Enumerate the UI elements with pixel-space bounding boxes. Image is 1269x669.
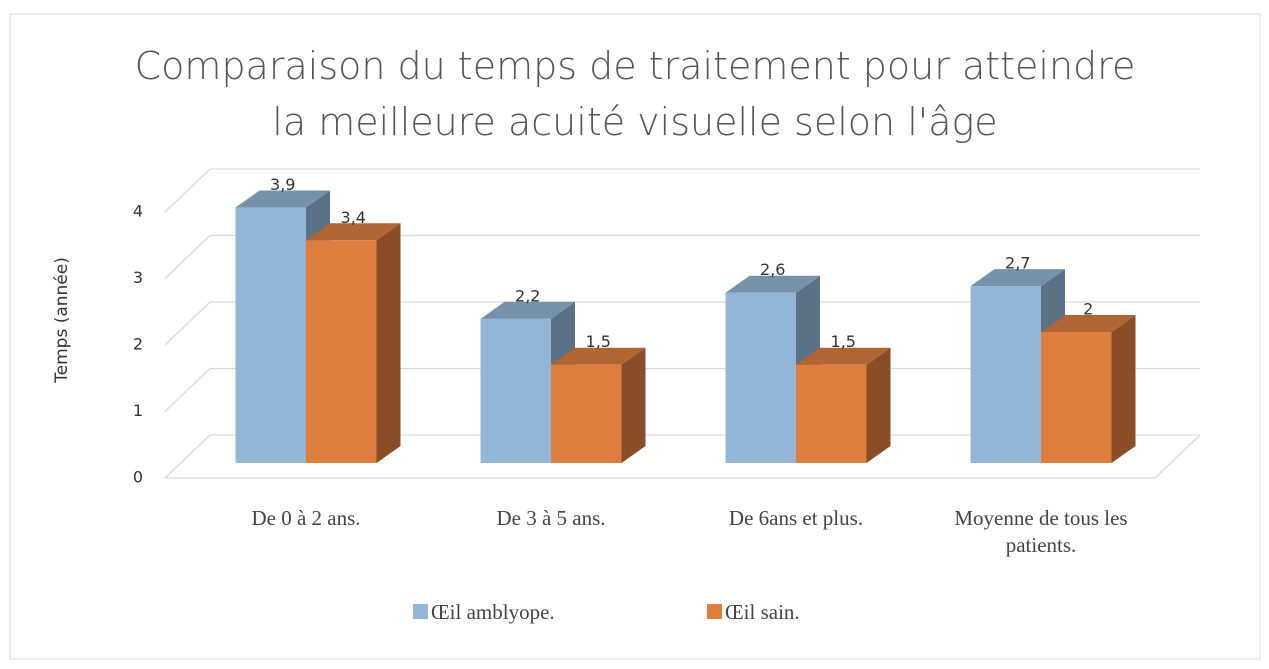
- bar-top: [551, 347, 646, 365]
- floor-edge: [165, 434, 1201, 479]
- bar-top: [306, 223, 401, 241]
- y-tick-label: 2: [133, 335, 143, 354]
- bar: [306, 223, 401, 463]
- value-label: 2: [1083, 299, 1093, 318]
- bar-face: [725, 292, 796, 463]
- grid-line: [164, 301, 1200, 346]
- legend-label: Œil sain.: [725, 600, 800, 624]
- bar-top: [480, 301, 575, 319]
- bar: [796, 347, 891, 463]
- bar-face: [235, 207, 306, 463]
- legend-label: Œil amblyope.: [431, 600, 555, 624]
- x-tick-label: De 6ans et plus.: [728, 506, 864, 530]
- bar-face: [480, 318, 551, 463]
- y-tick-label: 4: [133, 202, 143, 221]
- x-tick-label: De 3 à 5 ans.: [496, 506, 606, 530]
- value-label: 3,9: [270, 175, 295, 194]
- chart-border: [9, 13, 1261, 660]
- value-label: 2,7: [1005, 254, 1030, 273]
- value-label: 2,6: [760, 260, 785, 279]
- bar-top: [235, 190, 330, 208]
- bar-side: [621, 347, 646, 463]
- bar: [1041, 314, 1136, 463]
- value-label: 1,5: [831, 332, 856, 351]
- x-tick-label: Moyenne de tous les patients.: [954, 506, 1128, 557]
- bar-top: [970, 269, 1065, 287]
- bar-top: [1041, 314, 1136, 332]
- bar-face: [306, 240, 377, 463]
- grid-line: [164, 168, 1200, 213]
- bar-top: [796, 347, 891, 365]
- value-label: 1,5: [586, 332, 611, 351]
- y-tick-label: 0: [133, 468, 143, 487]
- bar-face: [796, 364, 867, 463]
- bar-side: [376, 223, 401, 463]
- legend-swatch: [707, 604, 722, 619]
- grid-line: [164, 234, 1200, 279]
- bar-side: [866, 347, 891, 463]
- bar-face: [1041, 331, 1112, 463]
- y-tick-label: 1: [133, 401, 143, 420]
- y-tick-label: 3: [133, 268, 143, 287]
- bar-side: [1111, 314, 1136, 463]
- value-label: 2,2: [515, 286, 540, 305]
- bar-top: [725, 275, 820, 293]
- chart-title: Comparaison du temps de traitement pour …: [134, 44, 1136, 144]
- legend-swatch: [413, 604, 428, 619]
- y-axis-title: Temps (année): [52, 257, 72, 383]
- value-label: 3,4: [341, 208, 366, 227]
- bar-face: [970, 286, 1041, 463]
- bar-face: [551, 364, 622, 463]
- x-tick-label: De 0 à 2 ans.: [251, 506, 361, 530]
- bar: [551, 347, 646, 463]
